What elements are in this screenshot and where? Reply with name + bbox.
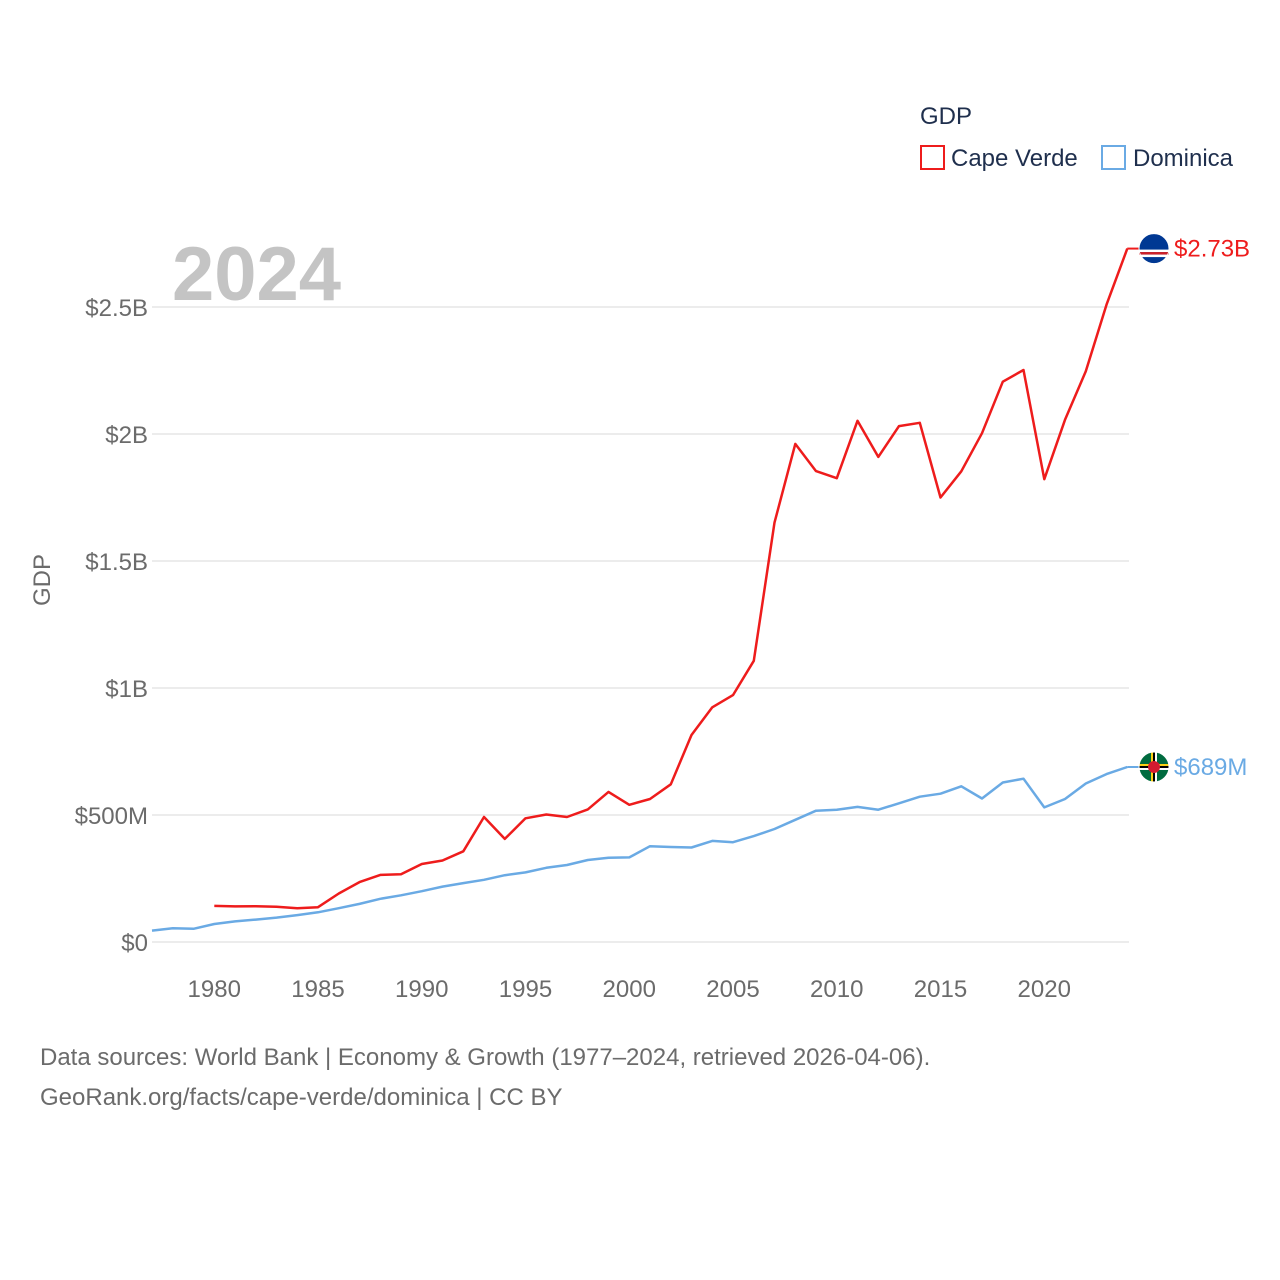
- source-link-line[interactable]: GeoRank.org/facts/cape-verde/dominica | …: [40, 1084, 563, 1111]
- x-tick-label: 1980: [188, 976, 241, 1003]
- legend-label-cape-verde: Cape Verde: [951, 145, 1078, 172]
- end-value-label-cape-verde: $2.73B: [1174, 236, 1250, 263]
- series-end-markers: $2.73B $689M: [1127, 233, 1250, 783]
- y-tick-label: $500M: [75, 803, 148, 830]
- flag-outline: [1138, 233, 1170, 265]
- legend-item-dominica[interactable]: Dominica: [1101, 145, 1234, 172]
- flag-outline: [1138, 751, 1170, 783]
- y-axis: $0 $500M $1B $1.5B $2B $2.5B: [75, 295, 148, 957]
- x-tick-label: 2020: [1018, 976, 1071, 1003]
- y-tick-label: $1.5B: [85, 549, 148, 576]
- y-tick-label: $2.5B: [85, 295, 148, 322]
- series-line-dominica: [151, 765, 1128, 932]
- dominica-flag-icon: [1138, 751, 1170, 783]
- y-tick-label: $2B: [105, 422, 148, 449]
- series-line-cape-verde: [214, 248, 1129, 910]
- x-tick-label: 1990: [395, 976, 448, 1003]
- y-tick-label: $0: [121, 930, 148, 957]
- flag-disc: [1148, 760, 1160, 773]
- flag-stripe-red: [1139, 252, 1169, 255]
- series-lines: [151, 248, 1129, 932]
- source-line: Data sources: World Bank | Economy & Gro…: [40, 1044, 931, 1071]
- legend-item-cape-verde[interactable]: Cape Verde: [920, 145, 1078, 172]
- grid-lines: [152, 306, 1129, 943]
- legend-swatch-dominica: [1101, 145, 1126, 170]
- year-watermark: 2024: [172, 232, 341, 317]
- end-value-label-dominica: $689M: [1174, 754, 1247, 781]
- x-tick-label: 2005: [706, 976, 759, 1003]
- x-tick-label: 1985: [291, 976, 344, 1003]
- cape-verde-flag-icon: [1138, 233, 1170, 265]
- x-tick-label: 2015: [914, 976, 967, 1003]
- legend-label-dominica: Dominica: [1133, 145, 1234, 172]
- flag-stripe-white: [1139, 249, 1169, 253]
- y-axis-label: GDP: [29, 554, 56, 606]
- legend-swatch-cape-verde: [920, 145, 945, 170]
- x-tick-label: 2010: [810, 976, 863, 1003]
- legend: GDP Cape Verde Dominica: [920, 103, 1234, 172]
- x-axis: 1980 1985 1990 1995 2000 2005 2010 2015 2020: [188, 976, 1071, 1003]
- flag-stripe-white: [1139, 254, 1169, 258]
- x-tick-label: 1995: [499, 976, 552, 1003]
- legend-title: GDP: [920, 103, 972, 130]
- y-tick-label: $1B: [105, 676, 148, 703]
- x-tick-label: 2000: [603, 976, 656, 1003]
